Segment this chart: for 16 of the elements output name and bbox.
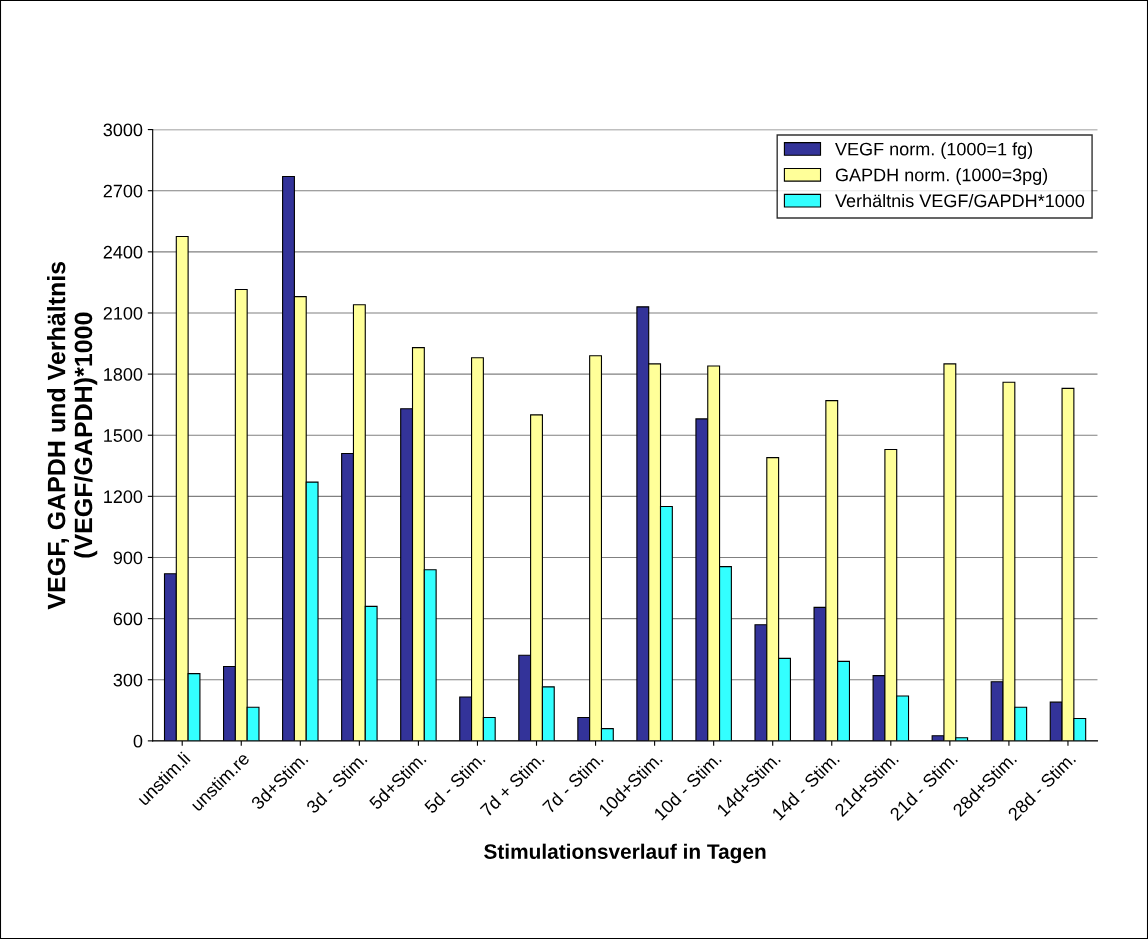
y-tick-label: 600 [113,612,143,626]
y-tick-label: 0 [133,734,143,748]
y-tick-label: 2100 [103,306,143,320]
y-tick-label: 2400 [103,245,143,259]
y-tick-label: 300 [113,673,143,687]
legend-label: Verhältnis VEGF/GAPDH*1000 [835,193,1085,208]
y-tick-label: 900 [113,551,143,565]
legend-label: GAPDH norm. (1000=3pg) [835,168,1048,185]
x-axis-title: Stimulationsverlauf in Tagen [484,843,766,864]
y-tick-label: 1200 [104,490,143,504]
y-axis-title: VEGF, GAPDH und Verhältnis (VEGF/GAPDH)*1000 [47,261,98,610]
y-tick-label: 1500 [104,429,143,442]
y-tick-label: 2700 [103,184,143,198]
y-tick-label: 3000 [103,123,143,137]
y-tick-label: 1800 [104,368,143,381]
legend-label: VEGF norm. (1000=1 fg) [835,142,1033,160]
